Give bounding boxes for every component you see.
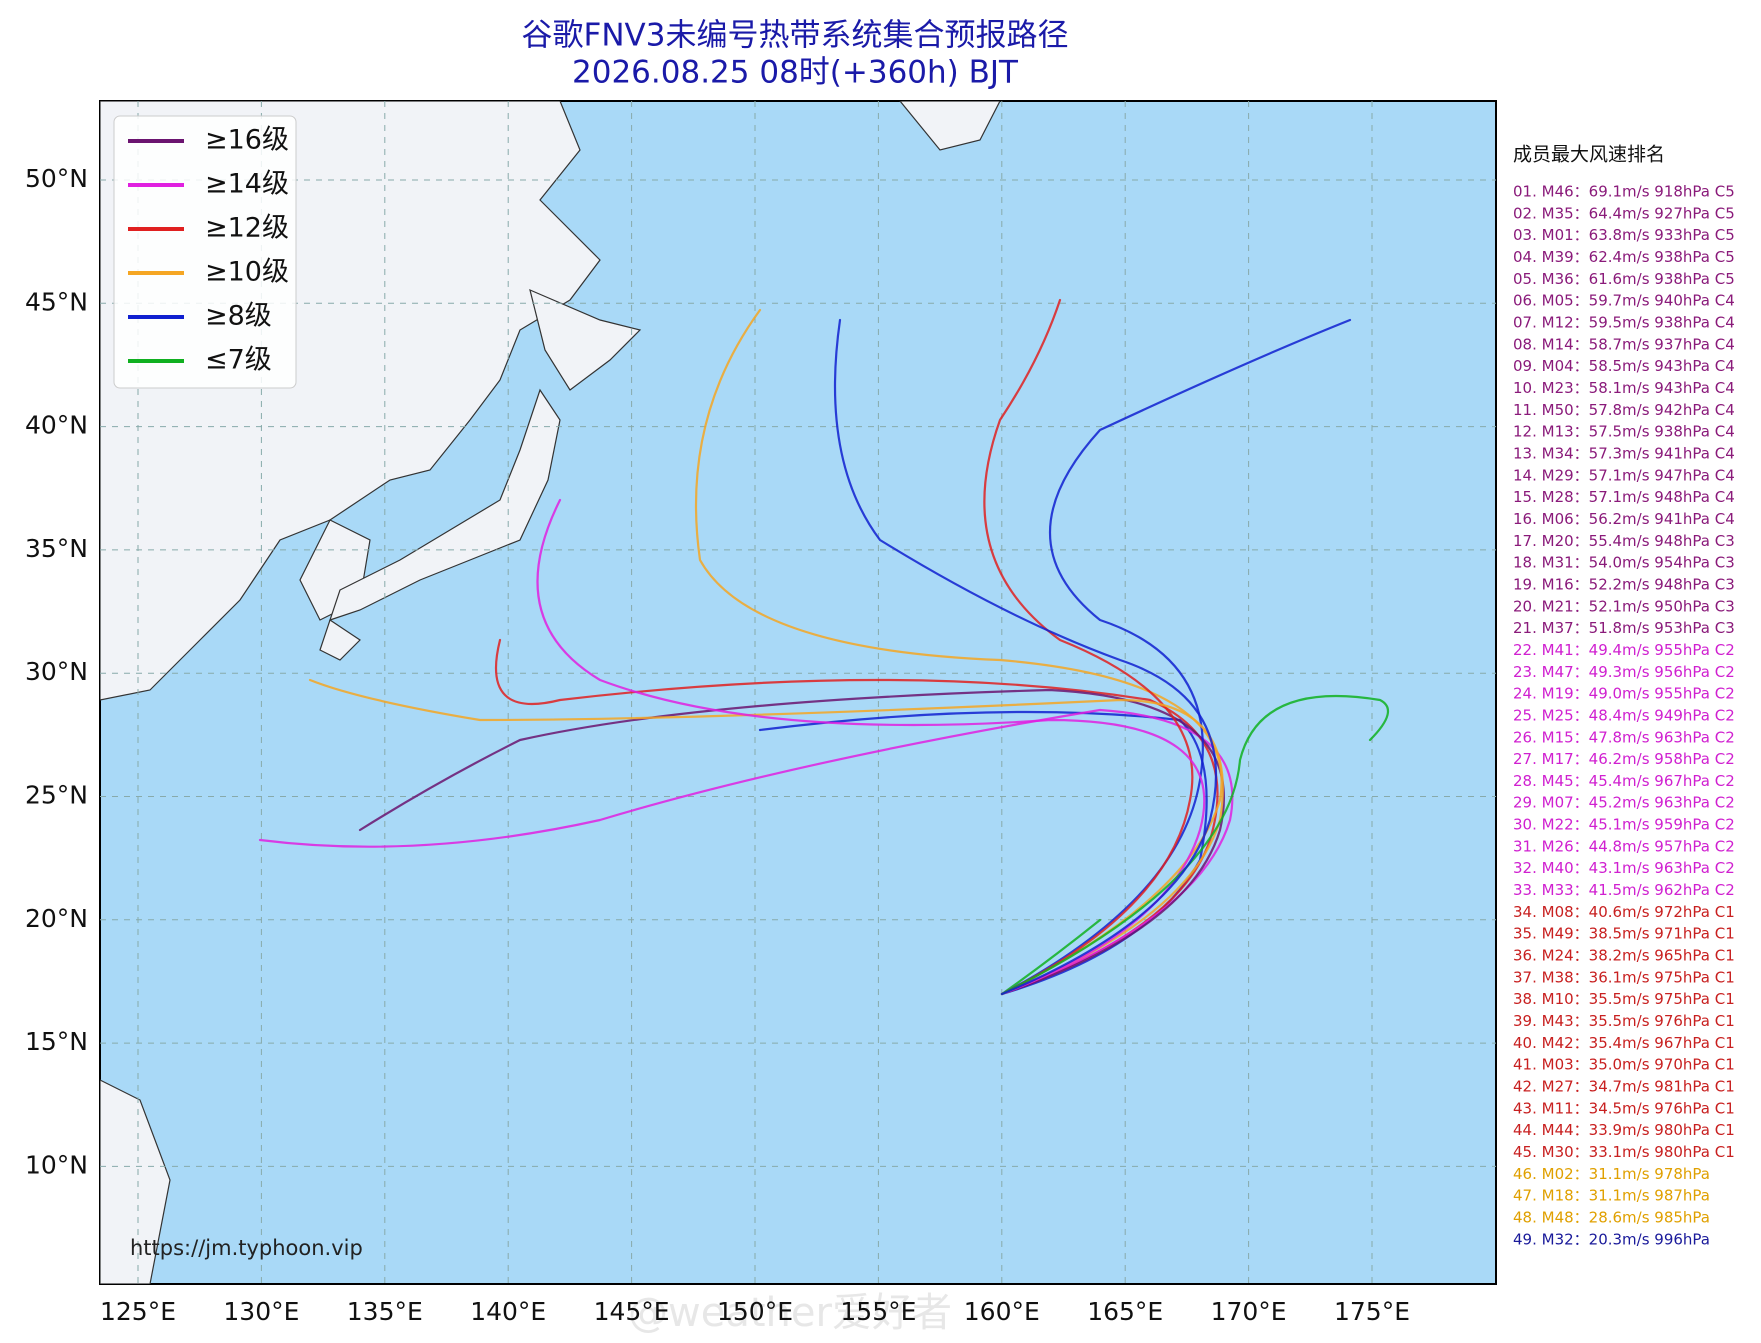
y-tick-label: 35°N: [25, 534, 88, 563]
ranking-item: 45. M30：33.1m/s 980hPa C1: [1513, 1143, 1735, 1161]
ranking-item: 21. M37：51.8m/s 953hPa C3: [1513, 619, 1735, 637]
y-tick-label: 40°N: [25, 411, 88, 440]
ranking-item: 16. M06：56.2m/s 941hPa C4: [1513, 510, 1735, 528]
ranking-item: 15. M28：57.1m/s 948hPa C4: [1513, 488, 1735, 506]
x-tick-label: 155°E: [840, 1297, 916, 1326]
tracks: [258, 298, 1390, 996]
ranking-item: 14. M29：57.1m/s 947hPa C4: [1513, 466, 1735, 484]
legend: ≥16级 ≥14级 ≥12级 ≥10级 ≥8级 ≤7级: [113, 115, 297, 389]
y-tick-label: 10°N: [25, 1150, 88, 1179]
x-tick-label: 165°E: [1087, 1297, 1163, 1326]
y-tick-label: 25°N: [25, 781, 88, 810]
ranking-item: 13. M34：57.3m/s 941hPa C4: [1513, 444, 1735, 462]
ranking-item: 02. M35：64.4m/s 927hPa C5: [1513, 204, 1735, 222]
ranking-item: 07. M12：59.5m/s 938hPa C4: [1513, 313, 1735, 331]
ranking-item: 22. M41：49.4m/s 955hPa C2: [1513, 641, 1735, 659]
ranking-item: 31. M26：44.8m/s 957hPa C2: [1513, 837, 1735, 855]
y-tick-label: 20°N: [25, 904, 88, 933]
ranking-item: 05. M36：61.6m/s 938hPa C5: [1513, 270, 1735, 288]
y-tick-label: 45°N: [25, 287, 88, 316]
ranking-item: 36. M24：38.2m/s 965hPa C1: [1513, 947, 1735, 965]
ranking-item: 04. M39：62.4m/s 938hPa C5: [1513, 248, 1735, 266]
ranking-item: 29. M07：45.2m/s 963hPa C2: [1513, 794, 1735, 812]
ranking-item: 26. M15：47.8m/s 963hPa C2: [1513, 728, 1735, 746]
y-tick-label: 30°N: [25, 657, 88, 686]
watermark: @weather爱好者: [628, 1290, 952, 1336]
x-tick-label: 175°E: [1334, 1297, 1410, 1326]
ranking-item: 03. M01：63.8m/s 933hPa C5: [1513, 226, 1735, 244]
map: [99, 100, 1497, 1285]
legend-label: ≥8级: [205, 301, 272, 332]
y-tick-label: 50°N: [25, 164, 88, 193]
ranking-item: 46. M02：31.1m/s 978hPa: [1513, 1165, 1710, 1183]
ranking-item: 44. M44：33.9m/s 980hPa C1: [1513, 1121, 1735, 1139]
ranking-item: 08. M14：58.7m/s 937hPa C4: [1513, 335, 1735, 353]
ranking-item: 48. M48：28.6m/s 985hPa: [1513, 1209, 1710, 1227]
x-tick-label: 135°E: [347, 1297, 423, 1326]
legend-label: ≤7级: [205, 345, 272, 376]
ranking-item: 41. M03：35.0m/s 970hPa C1: [1513, 1056, 1735, 1074]
legend-label: ≥16级: [205, 125, 289, 156]
ranking-item: 28. M45：45.4m/s 967hPa C2: [1513, 772, 1735, 790]
x-tick-label: 150°E: [717, 1297, 793, 1326]
x-tick-label: 125°E: [100, 1297, 176, 1326]
ranking-item: 43. M11：34.5m/s 976hPa C1: [1513, 1099, 1735, 1117]
x-tick-label: 170°E: [1211, 1297, 1287, 1326]
ranking-item: 06. M05：59.7m/s 940hPa C4: [1513, 292, 1735, 310]
ranking-item: 27. M17：46.2m/s 958hPa C2: [1513, 750, 1735, 768]
x-tick-label: 130°E: [223, 1297, 299, 1326]
ranking-item: 19. M16：52.2m/s 948hPa C3: [1513, 575, 1735, 593]
x-tick-label: 160°E: [964, 1297, 1040, 1326]
ranking-item: 37. M38：36.1m/s 975hPa C1: [1513, 968, 1735, 986]
ranking-item: 42. M27：34.7m/s 981hPa C1: [1513, 1078, 1735, 1096]
source-url: https://jm.typhoon.vip: [130, 1236, 363, 1260]
ranking-item: 11. M50：57.8m/s 942hPa C4: [1513, 401, 1735, 419]
ranking-item: 39. M43：35.5m/s 976hPa C1: [1513, 1012, 1735, 1030]
title: 谷歌FNV3未编号热带系统集合预报路径: [522, 18, 1069, 54]
ranking-item: 32. M40：43.1m/s 963hPa C2: [1513, 859, 1735, 877]
grid: [100, 101, 1496, 1284]
subtitle: 2026.08.25 08时(+360h) BJT: [572, 55, 1019, 91]
ranking-item: 12. M13：57.5m/s 938hPa C4: [1513, 423, 1735, 441]
legend-label: ≥10级: [205, 257, 289, 288]
x-tick-label: 145°E: [594, 1297, 670, 1326]
ranking-item: 09. M04：58.5m/s 943hPa C4: [1513, 357, 1735, 375]
ranking-item: 47. M18：31.1m/s 987hPa: [1513, 1187, 1710, 1205]
ranking-item: 18. M31：54.0m/s 954hPa C3: [1513, 554, 1735, 572]
ranking-item: 24. M19：49.0m/s 955hPa C2: [1513, 685, 1735, 703]
ranking-item: 49. M32：20.3m/s 996hPa: [1513, 1230, 1710, 1248]
ranking-item: 33. M33：41.5m/s 962hPa C2: [1513, 881, 1735, 899]
ranking-item: 40. M42：35.4m/s 967hPa C1: [1513, 1034, 1735, 1052]
ranking-title: 成员最大风速排名: [1513, 144, 1665, 166]
x-tick-label: 140°E: [470, 1297, 546, 1326]
ranking-item: 34. M08：40.6m/s 972hPa C1: [1513, 903, 1735, 921]
ranking-item: 01. M46：69.1m/s 918hPa C5: [1513, 183, 1735, 201]
ranking-item: 10. M23：58.1m/s 943hPa C4: [1513, 379, 1735, 397]
ranking-item: 17. M20：55.4m/s 948hPa C3: [1513, 532, 1735, 550]
ranking-item: 25. M25：48.4m/s 949hPa C2: [1513, 706, 1735, 724]
ranking-item: 20. M21：52.1m/s 950hPa C3: [1513, 597, 1735, 615]
ranking-item: 30. M22：45.1m/s 959hPa C2: [1513, 816, 1735, 834]
ranking-item: 38. M10：35.5m/s 975hPa C1: [1513, 990, 1735, 1008]
legend-label: ≥14级: [205, 169, 289, 200]
y-tick-label: 15°N: [25, 1027, 88, 1056]
legend-label: ≥12级: [205, 213, 289, 244]
ranking-item: 23. M47：49.3m/s 956hPa C2: [1513, 663, 1735, 681]
ranking-item: 35. M49：38.5m/s 971hPa C1: [1513, 925, 1735, 943]
